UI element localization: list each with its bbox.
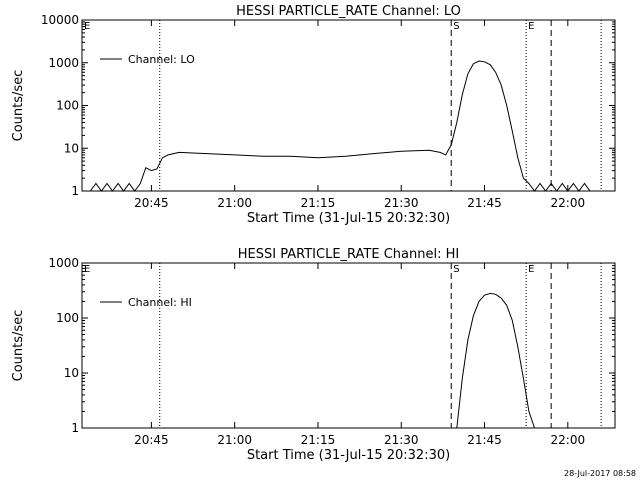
chart1-y-axis-label: Counts/sec [11, 70, 26, 142]
chart2-marker-label-0: E [84, 264, 90, 275]
chart1-x-tick-label-1: 21:00 [217, 196, 252, 210]
chart2-marker-label-3: E [528, 264, 534, 275]
chart1-marker-label-0: E [84, 21, 90, 32]
chart2-y-axis-label: Counts/sec [11, 310, 26, 382]
chart2-x-tick-label-5: 22:00 [551, 433, 586, 447]
chart1-x-tick-label-2: 21:15 [301, 196, 336, 210]
chart1-x-tick-label-3: 21:30 [384, 196, 419, 210]
chart2-marker-label-2: S [453, 264, 459, 275]
chart1-legend-label: Channel: LO [128, 53, 195, 66]
chart1-y-tick-label-3: 1000 [48, 56, 79, 70]
chart2-x-tick-label-1: 21:00 [217, 433, 252, 447]
chart1-plot-frame [81, 19, 616, 192]
chart2-legend-label: Channel: HI [128, 296, 192, 309]
chart2-y-tick-label-2: 100 [56, 311, 79, 325]
chart1-x-axis-label: Start Time (31-Jul-15 20:32:30) [247, 211, 450, 226]
chart1-y-tick-label-1: 10 [64, 141, 79, 155]
chart2-series-line-0 [456, 292, 535, 429]
chart1-y-tick-label-0: 1 [71, 184, 79, 198]
chart1-title: HESSI PARTICLE_RATE Channel: LO [236, 4, 461, 19]
chart2-y-tick-label-3: 1000 [48, 256, 79, 270]
chart1-x-tick-label-4: 21:45 [467, 196, 502, 210]
chart1-x-tick-label-5: 22:00 [551, 196, 586, 210]
chart1-marker-label-3: E [528, 21, 534, 32]
chart2-y-tick-label-1: 10 [64, 366, 79, 380]
chart1-y-tick-label-4: 10000 [41, 13, 79, 27]
chart1-y-tick-label-2: 100 [56, 99, 79, 113]
chart2-title: HESSI PARTICLE_RATE Channel: HI [238, 247, 459, 262]
chart2-x-axis-label: Start Time (31-Jul-15 20:32:30) [247, 448, 450, 463]
chart2-x-tick-label-4: 21:45 [467, 433, 502, 447]
chart1-series-line-0 [89, 60, 596, 192]
chart2-x-tick-label-0: 20:45 [134, 433, 169, 447]
footer-timestamp: 28-Jul-2017 08:58 [564, 469, 636, 478]
chart2-plot-frame [81, 262, 616, 429]
chart2-x-tick-label-2: 21:15 [301, 433, 336, 447]
chart1-x-tick-label-0: 20:45 [134, 196, 169, 210]
chart1-marker-label-2: S [453, 21, 459, 32]
chart2-y-tick-label-0: 1 [71, 421, 79, 435]
chart2-x-tick-label-3: 21:30 [384, 433, 419, 447]
